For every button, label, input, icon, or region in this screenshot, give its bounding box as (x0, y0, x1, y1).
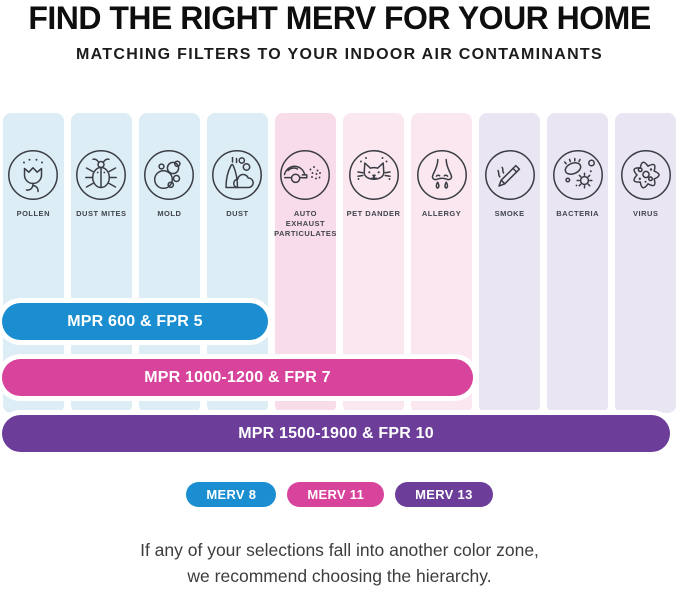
merv-legend: MERV 8 MERV 11 MERV 13 (0, 482, 679, 507)
dust-mite-icon (75, 149, 127, 201)
cat-icon (348, 149, 400, 201)
contaminant-label: POLLEN (16, 209, 50, 218)
legend-pill-merv-11: MERV 11 (287, 482, 385, 507)
contaminant-column-bacteria: BACTERIA (547, 113, 608, 413)
page-subtitle: MATCHING FILTERS TO YOUR INDOOR AIR CONT… (76, 46, 603, 63)
nose-icon (416, 149, 468, 201)
legend-pill-merv-13: MERV 13 (395, 482, 493, 507)
contaminant-label: VIRUS (632, 209, 659, 218)
bar-label: MPR 1500-1900 & FPR 10 (238, 424, 434, 442)
cigarette-icon (484, 149, 536, 201)
contaminant-label: DUST MITES (76, 209, 127, 218)
bar-mpr-1000-1200-fpr-7: MPR 1000-1200 & FPR 7 (2, 359, 473, 396)
legend-label: MERV 8 (206, 487, 257, 502)
bar-label: MPR 600 & FPR 5 (67, 312, 203, 330)
page-title: FIND THE RIGHT MERV FOR YOUR HOME (28, 0, 651, 36)
contaminant-label: MOLD (157, 209, 182, 218)
dust-icon (211, 149, 263, 201)
footer-line-1: If any of your selections fall into anot… (140, 540, 539, 560)
footer-note: If any of your selections fall into anot… (0, 537, 679, 589)
legend-label: MERV 11 (307, 487, 365, 502)
contaminant-column-smoke: SMOKE (479, 113, 540, 413)
contaminant-label: SMOKE (494, 209, 525, 218)
footer-line-2: we recommend choosing the hierarchy. (187, 566, 492, 586)
mold-icon (143, 149, 195, 201)
contaminant-label: DUST (226, 209, 249, 218)
bar-label: MPR 1000-1200 & FPR 7 (144, 368, 331, 386)
bar-mpr-600-fpr-5: MPR 600 & FPR 5 (2, 303, 268, 340)
contaminant-label: BACTERIA (556, 209, 600, 218)
legend-pill-merv-8: MERV 8 (186, 482, 277, 507)
contaminant-column-virus: VIRUS (615, 113, 676, 413)
pollen-icon (7, 149, 59, 201)
bar-mpr-1500-1900-fpr-10: MPR 1500-1900 & FPR 10 (2, 415, 670, 452)
contaminant-label: AUTO EXHAUST PARTICULATES (274, 209, 337, 238)
virus-icon (620, 149, 672, 201)
bacteria-icon (552, 149, 604, 201)
legend-label: MERV 13 (415, 487, 473, 502)
contaminant-label: ALLERGY (421, 209, 462, 218)
contaminant-label: PET DANDER (346, 209, 401, 218)
auto-exhaust-icon (279, 149, 331, 201)
